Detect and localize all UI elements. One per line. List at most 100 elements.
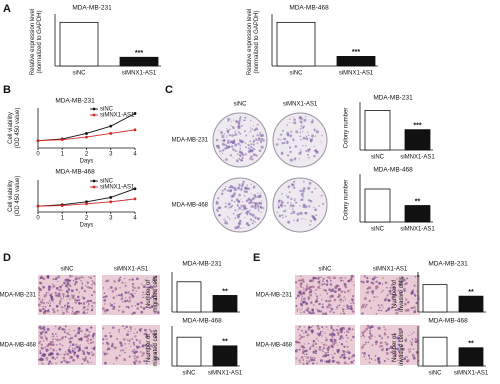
colony (232, 212, 235, 215)
cell (48, 285, 51, 288)
colony (232, 148, 235, 151)
colony (257, 192, 259, 194)
cell (55, 286, 59, 290)
cell (69, 279, 71, 282)
colony (228, 134, 232, 137)
y-axis-label: Number of (146, 280, 152, 308)
cell (349, 289, 351, 291)
colony (239, 132, 242, 135)
bar (364, 110, 391, 151)
row-label: MDA-MB-468 (256, 343, 293, 349)
cell (90, 338, 93, 341)
cell (394, 300, 397, 302)
cell (320, 359, 323, 363)
cell (156, 311, 160, 314)
cell (327, 345, 331, 349)
cell (72, 350, 75, 354)
cell (327, 303, 331, 307)
colony (304, 205, 308, 209)
colony (238, 139, 241, 142)
cell (149, 348, 152, 350)
cell (325, 326, 328, 328)
cell (145, 362, 148, 365)
cell (325, 344, 328, 346)
legend-marker (92, 185, 96, 189)
colony (254, 204, 257, 207)
cell (71, 294, 73, 296)
cell (328, 288, 331, 291)
cell (39, 352, 42, 355)
colony (249, 212, 253, 216)
colony (251, 146, 253, 149)
cell (128, 343, 130, 345)
cell (400, 361, 402, 363)
cell (317, 340, 319, 342)
cell (129, 330, 132, 332)
significance: *** (352, 49, 360, 56)
cell (56, 294, 58, 297)
cell (54, 277, 57, 281)
cell (42, 277, 46, 281)
cell (301, 278, 305, 281)
cell (56, 338, 59, 342)
colony (292, 122, 294, 124)
cell (58, 289, 61, 292)
colony (226, 189, 230, 192)
cell (66, 304, 69, 306)
colony (252, 220, 255, 222)
legend-marker (92, 179, 96, 183)
colony (221, 140, 223, 142)
cell (385, 349, 389, 352)
chart-title: MDA-MB-468 (373, 167, 413, 174)
cell (48, 302, 50, 304)
cell (410, 306, 413, 309)
cell (329, 333, 332, 336)
cell (40, 346, 43, 349)
cell (48, 304, 51, 307)
point (36, 204, 40, 208)
cell (317, 277, 320, 280)
cell (122, 338, 126, 341)
cell (150, 284, 152, 287)
colony (291, 208, 294, 210)
colony (234, 130, 237, 132)
colony (299, 149, 302, 151)
colony (315, 150, 319, 154)
cell (394, 309, 397, 312)
cell (337, 361, 341, 365)
cell (404, 298, 408, 301)
cell (308, 347, 312, 351)
colony (257, 207, 260, 209)
cell (310, 312, 313, 315)
cell (53, 335, 55, 337)
cell (342, 310, 344, 313)
cell (392, 294, 396, 298)
cell (63, 304, 66, 307)
colony (255, 137, 257, 140)
cell (316, 332, 319, 335)
cell (315, 299, 319, 303)
cell (109, 302, 111, 305)
colony (290, 202, 292, 204)
y-axis-label: migrated cells (153, 275, 159, 312)
colony (244, 153, 247, 156)
x-tick-label: siMNX1-AS1 (339, 71, 374, 77)
cell (54, 291, 57, 294)
cell (75, 333, 77, 335)
cell (86, 308, 89, 311)
cell (301, 296, 303, 298)
cell (85, 346, 89, 350)
cell (400, 359, 403, 361)
cell (318, 346, 322, 349)
cell (42, 339, 45, 342)
point (109, 132, 113, 135)
cell (308, 311, 312, 314)
cell (41, 298, 44, 301)
cell (152, 281, 154, 283)
cell (105, 341, 109, 344)
bar (404, 129, 431, 151)
cell (121, 310, 125, 314)
cell (345, 334, 348, 337)
colony (245, 212, 247, 214)
colony (243, 186, 247, 190)
